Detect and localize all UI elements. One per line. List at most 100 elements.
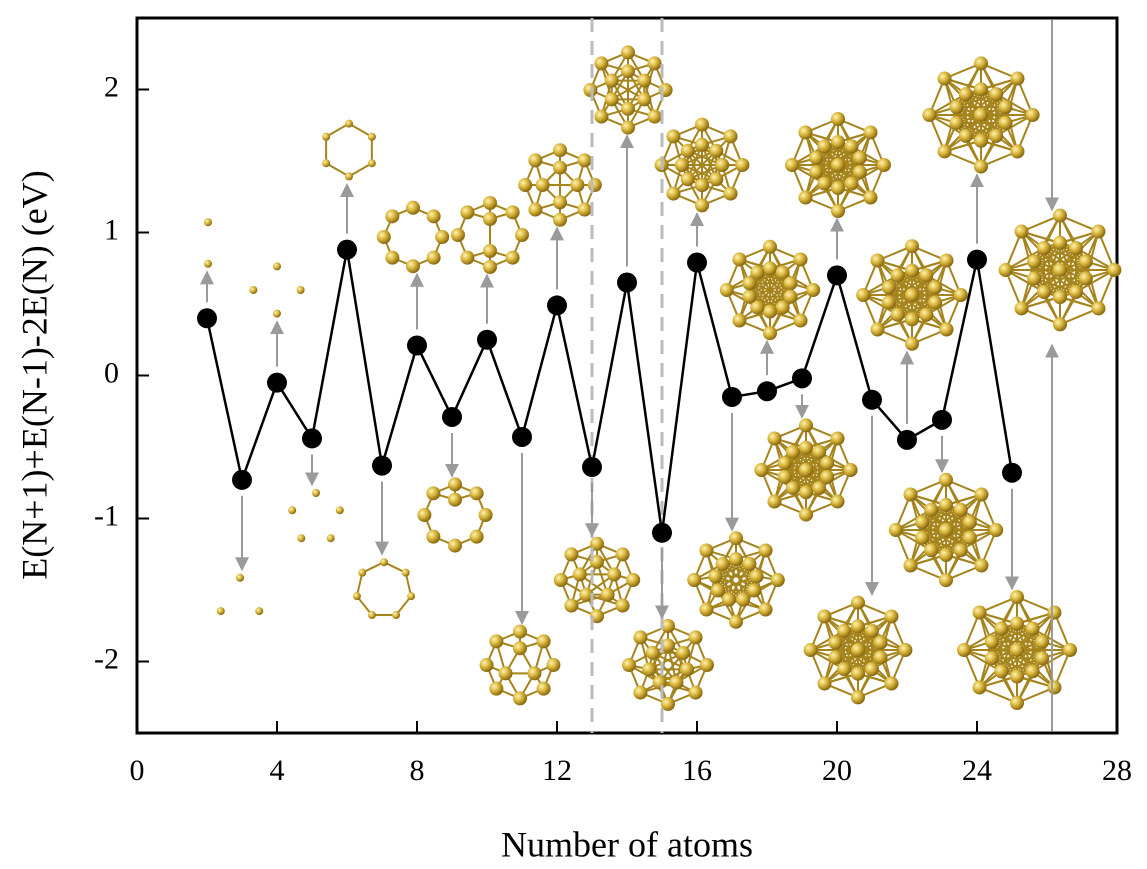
data-point	[302, 428, 322, 449]
cluster-atom	[528, 153, 543, 168]
cluster-atom	[922, 108, 937, 122]
cluster-bond	[756, 271, 784, 309]
cluster-atom	[1035, 634, 1050, 649]
cluster-atom	[604, 92, 619, 107]
cluster-atom	[564, 598, 579, 613]
cluster-atom	[583, 83, 598, 97]
cluster-atom	[803, 643, 818, 657]
cluster-atom	[626, 573, 641, 587]
cluster-atom	[536, 634, 551, 649]
cluster-atom	[553, 160, 567, 175]
cluster-atom	[732, 252, 747, 267]
cluster-atom	[688, 685, 703, 700]
cluster-atom	[498, 666, 513, 681]
cluster-atom	[288, 506, 297, 515]
cluster-atom	[939, 472, 953, 487]
cluster-atom	[358, 568, 367, 577]
x-axis-label: Number of atoms	[501, 824, 753, 864]
cluster-atom	[775, 265, 790, 280]
cluster-atom	[851, 643, 865, 657]
cluster-atom	[695, 117, 709, 132]
cluster-atom	[633, 685, 648, 700]
cluster-atom	[958, 128, 973, 143]
cluster-atom	[680, 143, 695, 158]
cluster-atom	[652, 675, 667, 690]
cluster-atom	[513, 691, 527, 706]
cluster-atom	[763, 304, 777, 319]
cluster-atom	[785, 444, 800, 459]
cluster-atom	[448, 477, 462, 492]
cluster-atom	[204, 259, 212, 268]
cluster-atom	[216, 607, 225, 616]
cluster-atom	[406, 200, 420, 215]
cluster-atom	[994, 621, 1009, 636]
cluster-atom	[676, 645, 691, 660]
cluster-atom	[700, 658, 714, 672]
cluster-bond	[383, 561, 407, 574]
cluster-atom	[1010, 616, 1024, 631]
cluster-bond	[356, 595, 373, 616]
cluster-atom	[641, 662, 656, 677]
cluster-atom	[820, 456, 835, 471]
cluster-atom	[905, 239, 919, 254]
cluster-bond	[325, 122, 350, 138]
cluster-atom	[758, 543, 773, 558]
cluster-atom	[637, 73, 652, 88]
cluster-atom	[729, 531, 743, 546]
cluster-atom	[831, 158, 845, 172]
cluster-atom	[881, 295, 896, 310]
cluster-atom	[989, 523, 1004, 537]
cluster-atom	[777, 469, 792, 484]
cluster-atom	[873, 635, 888, 650]
cluster-atom	[798, 190, 813, 205]
cluster-atom	[296, 286, 305, 294]
cluster-bond	[1005, 247, 1045, 271]
cluster-atom	[1037, 285, 1052, 300]
cluster-atom	[647, 56, 662, 71]
cluster-atom	[680, 172, 695, 187]
data-point	[757, 381, 777, 402]
data-point	[337, 239, 357, 260]
cluster-atom	[417, 508, 432, 522]
cluster-atom	[1091, 301, 1106, 316]
cluster-atom	[719, 283, 734, 297]
cluster-atom	[729, 552, 743, 567]
cluster-atom	[1025, 621, 1040, 636]
cluster-atom	[483, 212, 497, 226]
cluster-atom	[621, 45, 635, 60]
cluster-atom	[903, 558, 918, 573]
cluster-atom	[953, 543, 968, 558]
cluster-atom	[742, 289, 757, 304]
data-point	[1002, 462, 1022, 483]
cluster-atom	[688, 630, 703, 645]
cluster-atom	[843, 463, 858, 477]
cluster-atom	[851, 690, 865, 705]
cluster-atom	[695, 198, 709, 213]
cluster-atom	[322, 132, 331, 141]
cluster-atom	[820, 469, 835, 484]
cluster-atom	[798, 125, 813, 140]
cluster-atom	[489, 634, 504, 649]
cluster-atom	[536, 681, 551, 696]
cluster-atom	[924, 543, 939, 558]
cluster-atom	[806, 283, 821, 297]
cluster-atom	[352, 592, 361, 601]
cluster-atom	[851, 666, 865, 681]
cluster-atom	[799, 440, 813, 455]
cluster-atom	[962, 530, 977, 545]
cluster-atom	[1068, 285, 1083, 300]
cluster-atom	[604, 73, 619, 88]
cluster-atom	[699, 602, 714, 617]
cluster-atom	[385, 209, 400, 224]
x-tick-label: 8	[410, 754, 425, 787]
cluster-atom	[898, 643, 913, 657]
cluster-atom	[1010, 696, 1024, 710]
cluster-atom	[1035, 651, 1050, 666]
cluster-atom	[527, 666, 542, 681]
cluster-atom	[1053, 235, 1067, 250]
cluster-atom	[852, 150, 867, 165]
cluster-atom	[518, 178, 533, 192]
cluster-atom	[957, 643, 971, 657]
cluster-atom	[469, 486, 484, 501]
cluster-bond	[348, 122, 373, 138]
